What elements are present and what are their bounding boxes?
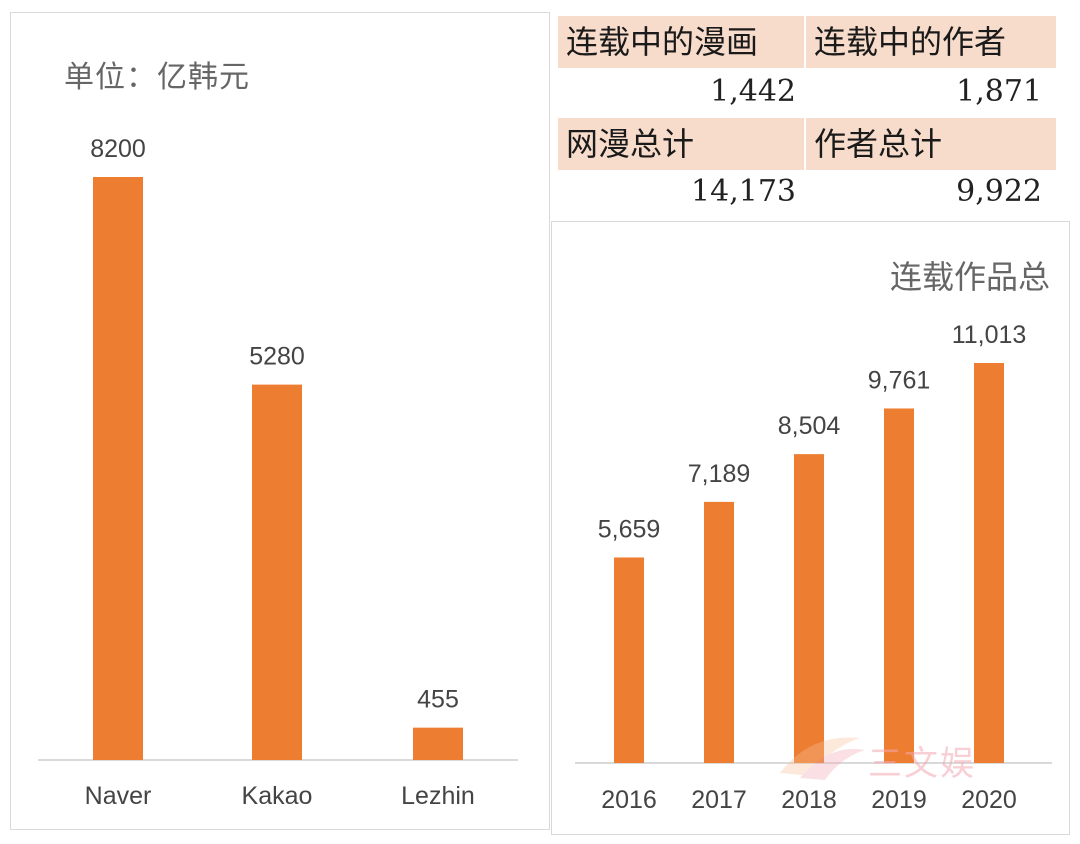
left-tick-label-lezhin: Lezhin	[401, 782, 475, 810]
right-tick-label-2019: 2019	[871, 786, 927, 814]
right-value-label-2018: 8,504	[778, 412, 841, 440]
watermark-logo-icon	[780, 737, 865, 780]
right-tick-label-2016: 2016	[601, 786, 657, 814]
total-webtoons-label: 网漫总计	[558, 118, 804, 170]
serial-authors-label: 连载中的作者	[806, 16, 1056, 68]
left-tick-label-naver: Naver	[85, 782, 152, 810]
right-bar-2016	[614, 557, 644, 763]
right-value-label-2016: 5,659	[598, 515, 661, 543]
unit-label: 单位：亿韩元	[64, 60, 250, 95]
total-authors-value: 9,922	[956, 174, 1042, 209]
left-tick-label-kakao: Kakao	[242, 782, 313, 810]
stats-table: 连载中的漫画 连载中的作者 1,442 1,871 网漫总计 作者总计 14,1…	[558, 14, 1058, 214]
left-value-label-lezhin: 455	[417, 686, 459, 714]
right-bar-2017	[704, 501, 734, 763]
watermark-text: 三文娱	[868, 744, 976, 784]
right-chart-title: 连载作品总	[890, 258, 1051, 296]
left-bar-kakao	[252, 384, 302, 760]
right-bar-2019	[884, 408, 914, 763]
right-value-label-2019: 9,761	[868, 366, 931, 394]
right-value-label-2017: 7,189	[688, 460, 751, 488]
right-tick-label-2018: 2018	[781, 786, 837, 814]
right-tick-label-2017: 2017	[691, 786, 747, 814]
right-bar-2018	[794, 454, 824, 763]
right-tick-label-2020: 2020	[961, 786, 1017, 814]
serial-comics-label: 连载中的漫画	[558, 16, 804, 68]
right-value-label-2020: 11,013	[952, 321, 1027, 349]
serial-authors-value: 1,871	[956, 74, 1042, 109]
right-bar-2020	[974, 363, 1004, 763]
serial-comics-value: 1,442	[710, 74, 796, 109]
left-value-label-kakao: 5280	[249, 343, 305, 371]
left-bar-naver	[93, 177, 143, 760]
total-webtoons-value: 14,173	[691, 174, 796, 209]
total-authors-label: 作者总计	[806, 118, 1056, 170]
left-value-label-naver: 8200	[90, 135, 146, 163]
left-bar-lezhin	[413, 727, 463, 760]
